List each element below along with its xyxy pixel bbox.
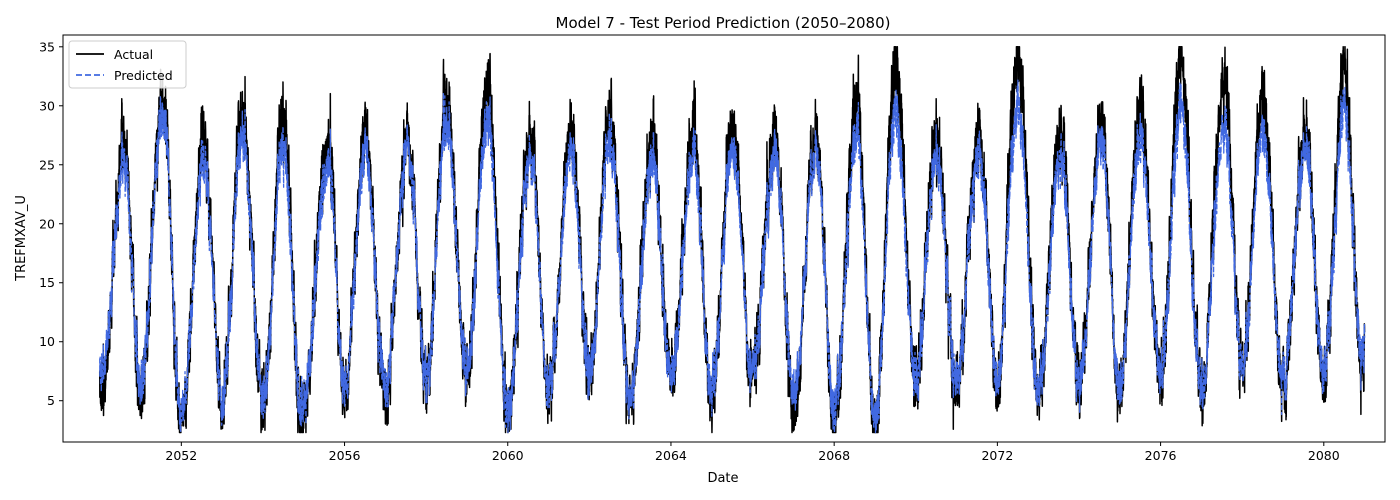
x-tick-label: 2052	[165, 448, 197, 463]
y-tick-label: 25	[39, 157, 55, 172]
legend-actual-label: Actual	[114, 47, 153, 62]
y-tick-label: 5	[47, 393, 55, 408]
x-axis: 2052 2056 2060 2064 2068 2072 2076 2080	[165, 442, 1340, 463]
y-axis: 5 10 15 20 25 30 35	[39, 39, 63, 408]
y-tick-label: 10	[39, 334, 55, 349]
x-tick-label: 2080	[1308, 448, 1340, 463]
y-tick-label: 35	[39, 39, 55, 54]
y-axis-label: TREFMXAV_U	[14, 195, 29, 282]
chart-title: Model 7 - Test Period Prediction (2050–2…	[556, 14, 891, 32]
x-tick-label: 2072	[981, 448, 1013, 463]
series-predicted-line	[99, 79, 1366, 434]
x-tick-label: 2064	[655, 448, 687, 463]
plot-frame	[62, 34, 1386, 443]
series-layer	[98, 46, 1366, 434]
y-tick-label: 20	[39, 216, 55, 231]
x-tick-label: 2076	[1145, 448, 1177, 463]
legend: Actual Predicted	[68, 40, 187, 89]
x-tick-label: 2060	[492, 448, 524, 463]
legend-box	[68, 40, 187, 89]
y-tick-label: 30	[39, 98, 55, 113]
x-tick-label: 2056	[329, 448, 361, 463]
legend-predicted-label: Predicted	[114, 68, 173, 83]
x-tick-label: 2068	[818, 448, 850, 463]
x-axis-label: Date	[707, 471, 738, 486]
y-tick-label: 15	[39, 275, 55, 290]
